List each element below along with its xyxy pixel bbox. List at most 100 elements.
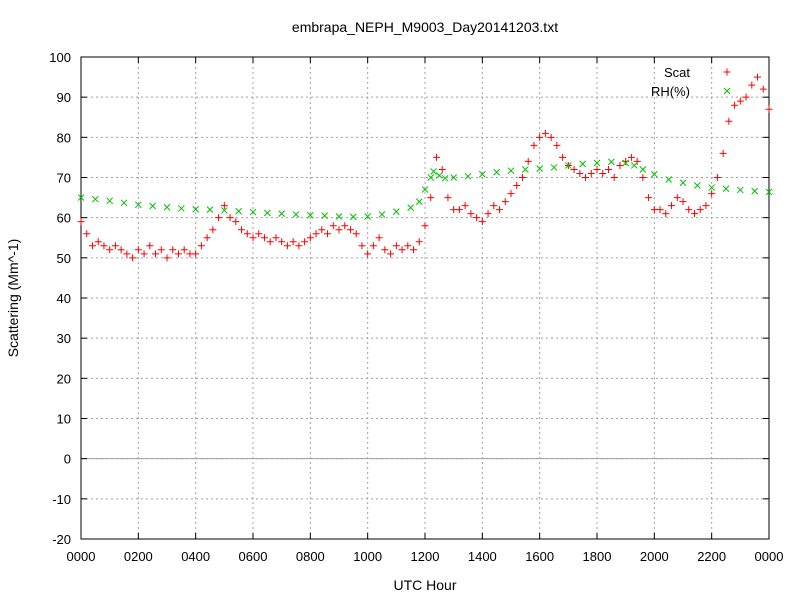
legend-marker-rh (723, 87, 731, 95)
scat-point (163, 254, 171, 262)
rh-point (278, 210, 286, 218)
scat-point (725, 117, 733, 125)
scat-point (622, 157, 630, 165)
scat-point (759, 85, 767, 93)
scat-point (518, 174, 526, 181)
series-scat (77, 73, 773, 262)
y-tick-label: 40 (57, 291, 71, 306)
rh-point (607, 158, 615, 166)
scat-point (215, 214, 223, 222)
scat-point (444, 194, 452, 202)
rh-point (192, 205, 200, 213)
rh-point (435, 172, 443, 179)
x-tick-label: 2200 (697, 549, 726, 564)
legend-label-rh: RH(%) (651, 84, 690, 99)
rh-point (321, 212, 329, 220)
rh-point (521, 166, 529, 173)
scat-point (335, 226, 343, 234)
rh-point (478, 170, 486, 178)
rh-point (206, 206, 214, 213)
scat-point (324, 230, 332, 238)
y-tick-label: -10 (52, 492, 71, 507)
scat-point (249, 234, 257, 242)
scat-point (696, 206, 704, 214)
scat-point (306, 234, 314, 242)
rh-point (564, 162, 572, 169)
scat-point (679, 198, 687, 206)
scat-point (232, 218, 240, 226)
rh-point (106, 197, 114, 205)
scat-point (467, 210, 475, 218)
rh-point (441, 174, 449, 182)
rh-point (263, 209, 271, 217)
scat-point (169, 246, 177, 254)
y-tick-label: 10 (57, 412, 71, 427)
scat-point (283, 242, 291, 250)
x-tick-label: 0600 (239, 549, 268, 564)
rh-point (421, 186, 429, 193)
rh-point (639, 166, 647, 173)
scat-point (375, 234, 383, 242)
scat-point (742, 93, 750, 101)
scat-point (559, 153, 567, 161)
scat-point (243, 230, 251, 238)
rh-point (693, 182, 701, 189)
rh-point (679, 179, 687, 187)
scat-point (140, 250, 148, 258)
scat-point (627, 153, 635, 161)
scat-point (645, 194, 653, 202)
scat-point (111, 242, 119, 250)
scat-point (238, 226, 246, 234)
rh-point (593, 159, 601, 167)
scat-point (272, 234, 280, 242)
scat-point (94, 238, 102, 246)
scat-point (507, 190, 515, 198)
scat-point (381, 246, 389, 254)
legend-label-scat: Scat (664, 65, 690, 80)
scat-point (152, 250, 160, 258)
scat-point (318, 226, 326, 234)
scat-point (278, 238, 286, 246)
chart-title: embrapa_NEPH_M9003_Day20141203.txt (292, 19, 558, 35)
scat-point (146, 242, 154, 250)
scat-point (490, 202, 498, 210)
scat-point (312, 230, 320, 238)
scat-point (501, 198, 509, 206)
rh-point (622, 159, 630, 167)
rh-point (536, 165, 544, 173)
rh-point (665, 176, 673, 183)
y-tick-label: 60 (57, 211, 71, 226)
scat-point (731, 101, 739, 109)
x-tick-label: 2000 (640, 549, 669, 564)
scat-point (134, 246, 142, 254)
rh-point (430, 168, 437, 175)
axis-ticks: -20 -10 0 10 20 30 40 50 60 70 80 90 100 0000 0200 0400… (49, 50, 783, 564)
scat-point (736, 97, 744, 105)
x-tick-label: 1600 (525, 549, 554, 564)
scat-point (754, 73, 762, 81)
rh-point (407, 204, 415, 211)
rh-point (91, 195, 99, 203)
scat-point (748, 81, 756, 89)
scat-point (180, 246, 188, 254)
rh-point (427, 174, 435, 181)
scat-point (685, 206, 693, 214)
rh-point (493, 168, 501, 176)
scat-point (174, 250, 182, 258)
scat-point (398, 246, 406, 254)
x-tick-label: 0400 (181, 549, 210, 564)
scat-point (604, 165, 612, 173)
rh-point (464, 172, 472, 180)
scat-point (209, 226, 217, 234)
scat-point (610, 174, 618, 181)
scat-point (341, 222, 349, 230)
rh-point (134, 201, 142, 209)
scat-point (673, 194, 681, 202)
rh-point (736, 186, 744, 194)
scat-point (301, 238, 309, 246)
rh-point (450, 174, 458, 181)
rh-point (630, 162, 638, 169)
scat-point (536, 133, 544, 141)
scat-point (582, 174, 590, 181)
